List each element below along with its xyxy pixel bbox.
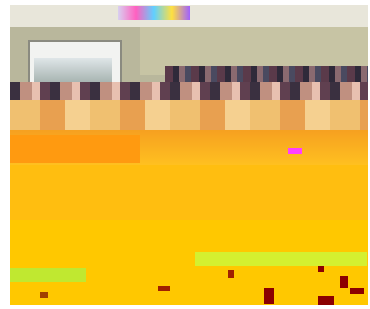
red-block xyxy=(318,296,334,305)
ceiling-light xyxy=(118,6,190,20)
green-bar-left xyxy=(10,268,86,282)
pink-speck xyxy=(288,148,302,154)
red-block xyxy=(318,266,324,272)
desks-band xyxy=(10,100,368,130)
people-band xyxy=(10,82,368,100)
classroom-photo xyxy=(0,0,370,309)
red-block xyxy=(264,288,274,304)
red-block xyxy=(350,288,364,294)
green-bar-right xyxy=(195,252,367,266)
red-speck xyxy=(158,286,170,291)
red-speck xyxy=(228,270,234,278)
red-block xyxy=(340,276,348,288)
floor-left xyxy=(10,135,140,163)
floor-shade xyxy=(10,165,368,220)
red-speck xyxy=(40,292,48,298)
